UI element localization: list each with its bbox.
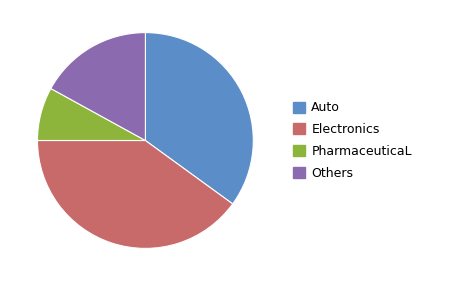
Legend: Auto, Electronics, PharmaceuticaL, Others: Auto, Electronics, PharmaceuticaL, Other… xyxy=(287,96,417,185)
Wedge shape xyxy=(51,33,145,140)
Wedge shape xyxy=(38,140,233,248)
Wedge shape xyxy=(145,33,253,204)
Wedge shape xyxy=(38,89,145,140)
